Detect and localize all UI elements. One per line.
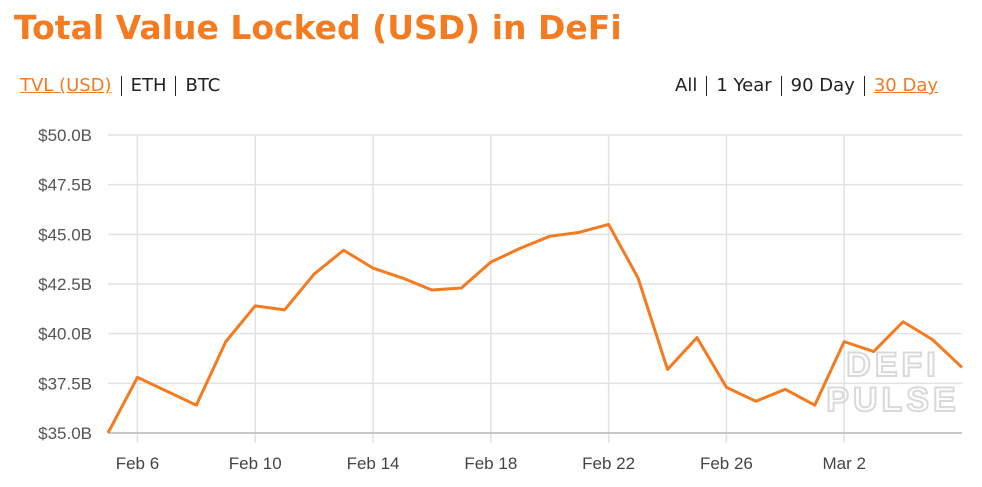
y-tick-label: $45.0B xyxy=(38,225,92,244)
tab[interactable]: All xyxy=(675,75,698,96)
x-tick-label: Feb 18 xyxy=(464,454,517,473)
tab[interactable]: TVL (USD) xyxy=(20,75,112,96)
y-tick-label: $37.5B xyxy=(38,374,92,393)
x-tick-label: Feb 6 xyxy=(116,454,159,473)
y-tick-label: $40.0B xyxy=(38,325,92,344)
tab[interactable]: 30 Day xyxy=(863,76,938,96)
watermark: PULSE xyxy=(826,381,959,419)
x-tick-label: Feb 22 xyxy=(582,454,635,473)
y-tick-label: $47.5B xyxy=(38,176,92,195)
tab[interactable]: 1 Year xyxy=(706,76,780,96)
x-tick-label: Mar 2 xyxy=(822,454,865,473)
tab[interactable]: BTC xyxy=(175,76,220,96)
y-tick-label: $50.0B xyxy=(38,126,92,145)
y-tick-label: $42.5B xyxy=(38,275,92,294)
y-tick-label: $35.0B xyxy=(38,424,92,443)
data-line xyxy=(106,222,964,434)
range-tabs: All 1 Year 90 Day 30 Day xyxy=(675,76,938,96)
watermark: DEFI xyxy=(846,346,939,384)
x-tick-label: Feb 14 xyxy=(347,454,400,473)
currency-tabs: TVL (USD) ETH BTC xyxy=(20,76,220,96)
tab[interactable]: ETH xyxy=(120,76,176,96)
chart-title: Total Value Locked (USD) in DeFi xyxy=(14,8,622,47)
tab[interactable]: 90 Day xyxy=(780,76,864,96)
x-tick-label: Feb 26 xyxy=(700,454,753,473)
x-tick-label: Feb 10 xyxy=(229,454,282,473)
